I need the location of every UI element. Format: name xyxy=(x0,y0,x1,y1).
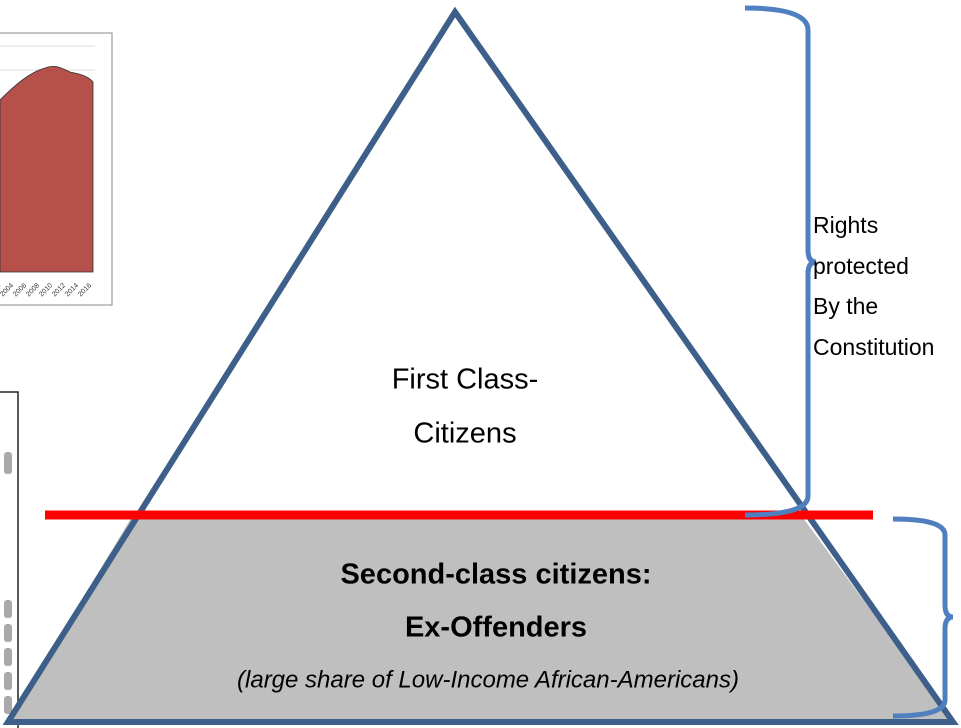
upper-brace xyxy=(744,5,817,518)
top-label: First Class- xyxy=(392,364,539,396)
chart-fragment: 20022004200620082010201220142016 xyxy=(0,32,113,306)
note: Constitution xyxy=(813,334,934,360)
lower-section xyxy=(8,515,953,722)
top-label: Citizens xyxy=(413,418,516,450)
people-icons xyxy=(4,452,12,714)
note: protected xyxy=(813,253,909,279)
icon-panel xyxy=(0,391,19,728)
bottom-subtitle: (large share of Low-Income African-Ameri… xyxy=(237,666,739,693)
pyramid xyxy=(2,6,959,725)
bottom-title: Ex-Offenders xyxy=(405,612,587,644)
lower-brace xyxy=(892,516,954,719)
note: Rights xyxy=(813,212,878,238)
bottom-title: Second-class citizens: xyxy=(340,559,651,591)
area xyxy=(0,65,94,273)
note: By the xyxy=(813,293,878,319)
